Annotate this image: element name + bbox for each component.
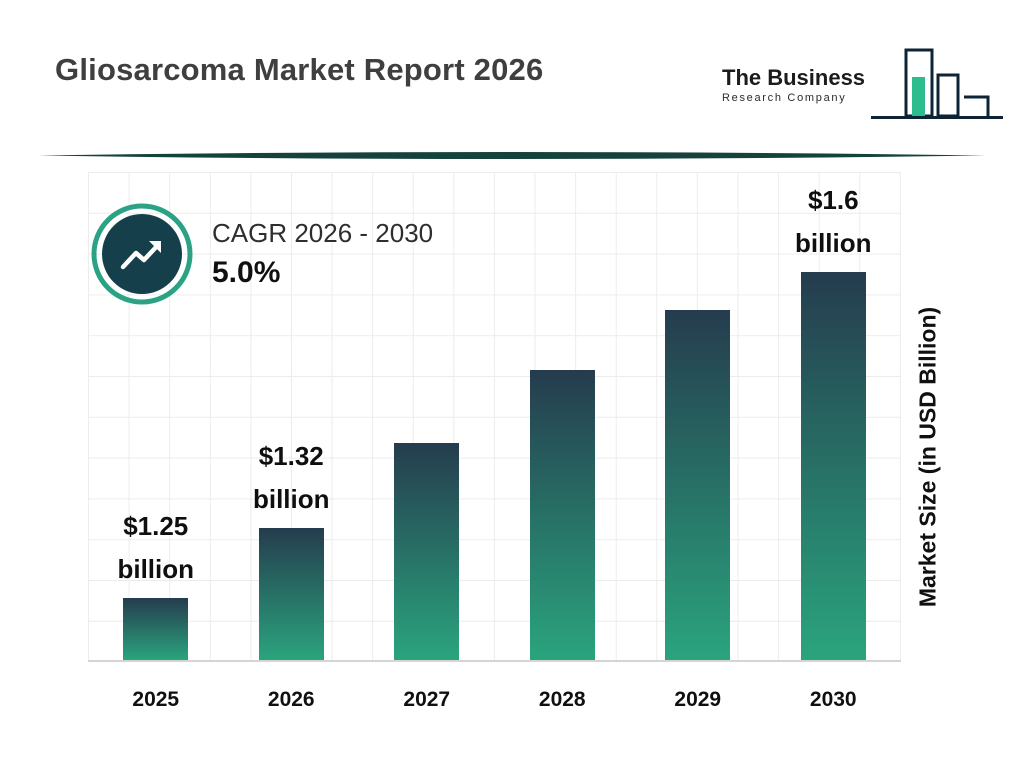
bar-value-label-2025: $1.25 billion bbox=[117, 511, 195, 584]
y-axis-label: Market Size (in USD Billion) bbox=[914, 306, 941, 608]
logo-name: The Business bbox=[722, 64, 866, 90]
growth-trend-icon bbox=[91, 203, 193, 305]
x-axis-label-2027: 2027 bbox=[403, 688, 451, 711]
bar-group-2027: 2027 bbox=[359, 172, 495, 711]
bar-group-2025: $1.25 billion 2025 bbox=[88, 172, 224, 711]
logo-subname: Research Company bbox=[722, 92, 847, 105]
bar-2029 bbox=[665, 310, 731, 660]
bar-group-2028: 2028 bbox=[495, 172, 631, 711]
logo-bar-chart-icon bbox=[871, 48, 1004, 119]
cagr-text: CAGR 2026 - 2030 5.0% bbox=[212, 218, 433, 290]
bar-group-2029: 2029 bbox=[630, 172, 766, 711]
bar-value-label-2026: $1.32 billion bbox=[252, 441, 330, 514]
bar-2026 bbox=[258, 528, 324, 660]
page-title: Gliosarcoma Market Report 2026 bbox=[55, 52, 544, 87]
bar-group-2026: $1.32 billion 2026 bbox=[224, 172, 360, 711]
bars-row: $1.25 billion 2025 $1.32 billion 2026 2027 2028… bbox=[88, 172, 902, 711]
bar-2027 bbox=[394, 443, 460, 660]
x-axis-label-2026: 2026 bbox=[267, 688, 315, 711]
company-logo: The Business Research Company bbox=[722, 46, 1005, 124]
cagr-badge: CAGR 2026 - 2030 5.0% bbox=[90, 202, 433, 306]
bar-2030 bbox=[800, 272, 866, 660]
cagr-value: 5.0% bbox=[212, 256, 281, 289]
bar-2025 bbox=[123, 598, 189, 660]
x-axis-label-2025: 2025 bbox=[132, 688, 180, 711]
chart-grid bbox=[88, 172, 901, 662]
x-axis-label-2028: 2028 bbox=[538, 688, 586, 711]
divider-line bbox=[38, 152, 986, 159]
x-axis-label-2030: 2030 bbox=[809, 688, 857, 711]
bar-2028 bbox=[529, 370, 595, 660]
cagr-label: CAGR 2026 - 2030 bbox=[212, 218, 434, 248]
bar-group-2030: $1.6 billion 2030 bbox=[766, 172, 902, 711]
bar-value-label-2030: $1.6 billion bbox=[794, 185, 872, 258]
logo-text: The Business Research Company bbox=[722, 66, 865, 104]
x-axis-label-2029: 2029 bbox=[674, 688, 722, 711]
